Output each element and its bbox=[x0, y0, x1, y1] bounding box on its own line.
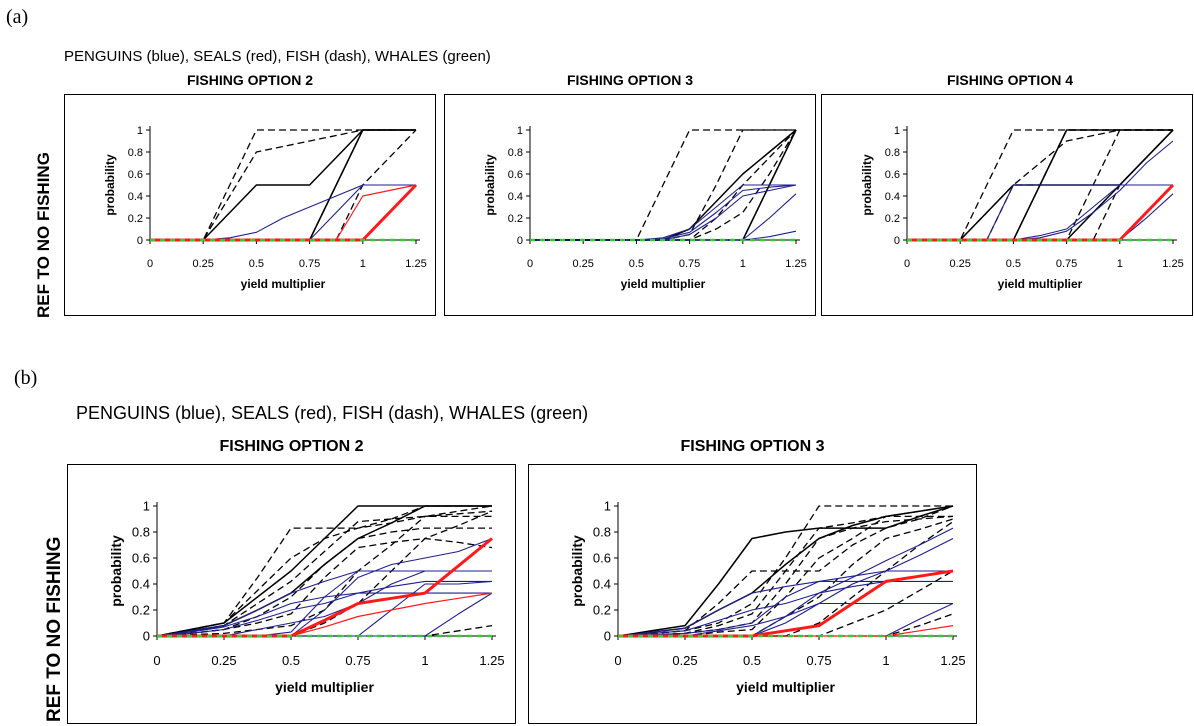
x-tick-label: 1 bbox=[882, 653, 889, 668]
penguin-series-line bbox=[617, 570, 953, 637]
panel-label-b: (b) bbox=[14, 367, 38, 389]
x-tick-label: 1.25 bbox=[1162, 258, 1183, 270]
seal-bold-series-line bbox=[157, 537, 493, 638]
x-tick-label: 1 bbox=[740, 258, 746, 270]
x-axis-label: yield multiplier bbox=[998, 277, 1083, 291]
x-tick-label: 0.75 bbox=[345, 653, 370, 668]
y-tick-label: 0.4 bbox=[593, 577, 611, 592]
x-tick-label: 0.25 bbox=[672, 653, 697, 668]
y-tick-label: 0 bbox=[894, 235, 900, 247]
x-tick-label: 0 bbox=[614, 653, 621, 668]
x-tick-label: 0.5 bbox=[743, 653, 761, 668]
y-tick-label: 0.8 bbox=[132, 525, 150, 540]
x-tick-label: 0.5 bbox=[249, 258, 264, 270]
x-tick-label: 0.75 bbox=[806, 653, 831, 668]
chart-frame bbox=[64, 94, 436, 316]
y-tick-label: 0.6 bbox=[128, 169, 143, 181]
y-axis-label: probability bbox=[483, 154, 497, 216]
chart-title-a-option2: FISHING OPTION 2 bbox=[186, 72, 313, 88]
x-axis-label: yield multiplier bbox=[275, 679, 374, 695]
chart-title-a-option4: FISHING OPTION 4 bbox=[946, 72, 1073, 88]
x-tick-label: 0.5 bbox=[282, 653, 300, 668]
chart-a-option2: 0 0.2 0.4 0.6 0.8 1 0 0.25 0.5 0.75 1 1.25 yield mul… bbox=[64, 94, 436, 316]
y-tick-label: 1 bbox=[143, 499, 150, 514]
x-tick-label: 0.25 bbox=[949, 258, 970, 270]
x-tick-label: 1 bbox=[421, 653, 428, 668]
x-tick-label: 0.25 bbox=[192, 258, 213, 270]
y-tick-label: 0.6 bbox=[508, 169, 523, 181]
y-tick-label: 0.2 bbox=[132, 603, 150, 618]
y-tick-label: 0.6 bbox=[132, 551, 150, 566]
chart-frame bbox=[821, 94, 1193, 316]
legend-text-b: PENGUINS (blue), SEALS (red), FISH (dash… bbox=[76, 403, 589, 423]
y-tick-label: 0 bbox=[143, 629, 150, 644]
row-label-a: REF TO NO FISHING bbox=[34, 152, 53, 318]
x-tick-label: 0.75 bbox=[299, 258, 320, 270]
panel-label-a: (a) bbox=[6, 6, 29, 28]
y-tick-label: 0.4 bbox=[132, 577, 150, 592]
x-axis-label: yield multiplier bbox=[736, 679, 835, 695]
chart-frame bbox=[528, 464, 977, 724]
y-tick-label: 1 bbox=[604, 499, 611, 514]
y-tick-label: 0 bbox=[137, 235, 143, 247]
x-tick-label: 0 bbox=[527, 258, 533, 270]
chart-a-option3: 0 0.2 0.4 0.6 0.8 1 0 0.25 0.5 0.75 1 1.25 yield mul… bbox=[444, 94, 816, 316]
chart-frame bbox=[444, 94, 816, 316]
chart-frame bbox=[67, 464, 516, 724]
x-tick-label: 0.75 bbox=[679, 258, 700, 270]
y-tick-label: 1 bbox=[894, 125, 900, 137]
x-tick-label: 1.25 bbox=[479, 653, 504, 668]
penguin-series-line bbox=[156, 592, 492, 637]
row-label-b: REF TO NO FISHING bbox=[44, 536, 65, 722]
y-tick-label: 1 bbox=[517, 125, 523, 137]
y-tick-label: 0.2 bbox=[885, 213, 900, 225]
y-tick-label: 0.2 bbox=[508, 213, 523, 225]
y-axis-label: probability bbox=[569, 535, 585, 607]
x-tick-label: 0.25 bbox=[572, 258, 593, 270]
chart-title-b-option2: FISHING OPTION 2 bbox=[219, 438, 364, 455]
fish-solid-series-line bbox=[617, 505, 954, 637]
x-tick-label: 0 bbox=[153, 653, 160, 668]
y-tick-label: 0.4 bbox=[508, 191, 523, 203]
x-tick-label: 0 bbox=[147, 258, 153, 270]
y-tick-label: 0.4 bbox=[885, 191, 900, 203]
chart-a-option4: 0 0.2 0.4 0.6 0.8 1 0 0.25 0.5 0.75 1 1.25 yield mul… bbox=[821, 94, 1193, 316]
x-tick-label: 1 bbox=[360, 258, 366, 270]
chart-b-option3: 0 0.2 0.4 0.6 0.8 1 0 0.25 0.5 0.75 1 1.25 yield mul… bbox=[528, 464, 977, 724]
y-axis-label: probability bbox=[860, 154, 874, 216]
y-tick-label: 0.6 bbox=[593, 551, 611, 566]
y-tick-label: 0.8 bbox=[593, 525, 611, 540]
y-tick-label: 0 bbox=[517, 235, 523, 247]
x-tick-label: 0.75 bbox=[1056, 258, 1077, 270]
x-axis-label: yield multiplier bbox=[621, 277, 706, 291]
x-tick-label: 0.5 bbox=[629, 258, 644, 270]
x-tick-label: 0.25 bbox=[211, 653, 236, 668]
y-tick-label: 0.6 bbox=[885, 169, 900, 181]
y-tick-label: 0 bbox=[604, 629, 611, 644]
legend-text-a: PENGUINS (blue), SEALS (red), FISH (dash… bbox=[64, 48, 491, 65]
penguin-series-line bbox=[617, 580, 953, 637]
x-tick-label: 1 bbox=[1117, 258, 1123, 270]
y-tick-label: 0.8 bbox=[128, 147, 143, 159]
x-axis-label: yield multiplier bbox=[241, 277, 326, 291]
x-tick-label: 1.25 bbox=[785, 258, 806, 270]
y-tick-label: 0.4 bbox=[128, 191, 143, 203]
y-axis-label: probability bbox=[108, 535, 124, 607]
y-tick-label: 0.8 bbox=[508, 147, 523, 159]
seal-bold-series-line bbox=[618, 569, 954, 638]
x-tick-label: 1.25 bbox=[940, 653, 965, 668]
y-tick-label: 1 bbox=[137, 125, 143, 137]
y-tick-label: 0.8 bbox=[885, 147, 900, 159]
x-tick-label: 0.5 bbox=[1006, 258, 1021, 270]
chart-b-option2: 0 0.2 0.4 0.6 0.8 1 0 0.25 0.5 0.75 1 1.25 yield mul… bbox=[67, 464, 516, 724]
chart-title-b-option3: FISHING OPTION 3 bbox=[680, 438, 825, 455]
y-tick-label: 0.2 bbox=[593, 603, 611, 618]
y-tick-label: 0.2 bbox=[128, 213, 143, 225]
chart-title-a-option3: FISHING OPTION 3 bbox=[566, 72, 693, 88]
x-tick-label: 0 bbox=[904, 258, 910, 270]
x-tick-label: 1.25 bbox=[405, 258, 426, 270]
y-axis-label: probability bbox=[103, 154, 117, 216]
